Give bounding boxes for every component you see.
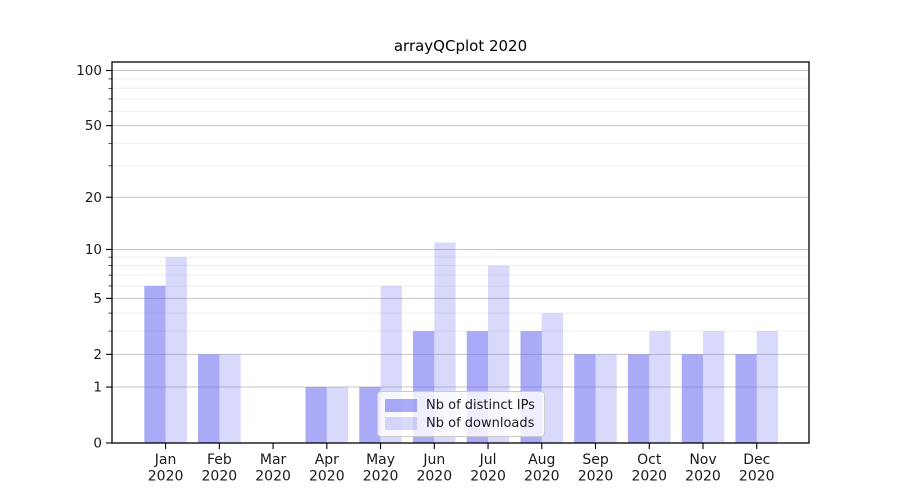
x-tick-label: Feb 2020	[202, 452, 238, 485]
x-tick-label: Nov 2020	[685, 452, 721, 485]
bar-downloads-4	[326, 387, 349, 443]
bar-distinct-ips-2	[198, 354, 220, 443]
legend-item-distinct-ips: Nb of distinct IPs	[385, 398, 538, 413]
axes-spines	[111, 61, 810, 444]
y-tick-label: 2	[93, 347, 102, 363]
x-tick-label: Sep 2020	[578, 452, 614, 485]
bar-distinct-ips-1	[144, 285, 166, 443]
chart-title: arrayQCplot 2020	[393, 37, 528, 55]
x-tick-label: Jan 2020	[148, 452, 184, 485]
legend: Nb of distinct IPs Nb of downloads	[377, 391, 545, 437]
bar-downloads-1	[165, 257, 187, 443]
bar-downloads-9	[595, 354, 617, 443]
bar-distinct-ips-9	[574, 354, 596, 443]
legend-label-downloads: Nb of downloads	[426, 415, 535, 431]
bar-distinct-ips-10	[627, 354, 650, 443]
bar-downloads-12	[756, 331, 779, 443]
x-tick-label: Dec 2020	[739, 452, 775, 485]
bar-distinct-ips-5	[359, 387, 381, 443]
bar-distinct-ips-11	[681, 354, 703, 443]
y-tick-label: 5	[93, 291, 102, 307]
x-tick-label: Oct 2020	[631, 452, 667, 485]
y-tick-label: 100	[76, 63, 102, 79]
bar-distinct-ips-4	[305, 387, 327, 443]
x-tick-label: Jul 2020	[470, 452, 506, 485]
x-tick-label: Jun 2020	[416, 452, 452, 485]
y-tick-label: 10	[85, 242, 102, 258]
bar-downloads-2	[219, 354, 241, 443]
bar-distinct-ips-12	[735, 354, 757, 443]
legend-item-downloads: Nb of downloads	[385, 416, 538, 431]
y-tick-label: 0	[93, 436, 102, 452]
bar-downloads-11	[703, 331, 725, 443]
legend-swatch-downloads	[385, 416, 417, 430]
x-tick-label: May 2020	[363, 452, 399, 485]
bar-downloads-8	[541, 313, 564, 443]
legend-swatch-distinct-ips	[385, 398, 417, 412]
y-tick-label: 50	[85, 118, 102, 134]
y-tick-label: 20	[85, 190, 102, 206]
bar-downloads-10	[649, 331, 671, 443]
y-tick-label: 1	[93, 380, 102, 396]
x-tick-label: Mar 2020	[255, 452, 291, 485]
x-tick-label: Aug 2020	[524, 452, 560, 485]
x-tick-label: Apr 2020	[309, 452, 345, 485]
legend-label-distinct-ips: Nb of distinct IPs	[426, 397, 535, 413]
